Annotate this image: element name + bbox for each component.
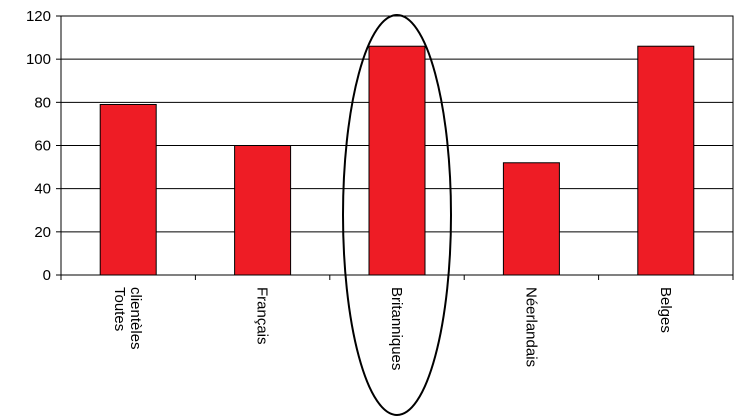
bar (637, 45, 695, 276)
x-category-label-line: Néerlandais (522, 287, 539, 367)
x-category-label: Belges (657, 287, 674, 333)
y-tick-label: 40 (34, 181, 51, 198)
x-category-label: Britanniques (388, 287, 405, 370)
highlight-ellipse (342, 14, 452, 416)
y-tick-label: 80 (34, 94, 51, 111)
bar (502, 162, 560, 276)
x-category-label: Français (254, 287, 271, 345)
y-tick-label: 20 (34, 224, 51, 241)
y-tick-label: 0 (43, 267, 51, 284)
bar (99, 103, 157, 276)
bar (234, 145, 292, 276)
x-category-label-line: clientèles (127, 287, 144, 350)
x-category-label: Néerlandais (522, 287, 539, 367)
x-category-label-line: Belges (657, 287, 674, 333)
x-axis: Toutesclientèles Français Britanniques Néer… (60, 275, 734, 370)
y-axis: 0 20 40 60 80 100 120 (26, 8, 61, 284)
y-tick-label: 60 (34, 138, 51, 155)
bar (368, 45, 426, 276)
y-tick-label: 120 (26, 8, 51, 25)
highlight-group (342, 14, 452, 416)
x-category-label: Toutesclientèles (111, 287, 144, 350)
x-category-label-line: Toutes (111, 287, 128, 331)
x-category-label-line: Français (254, 287, 271, 345)
y-tick-label: 100 (26, 51, 51, 68)
bars (99, 45, 695, 276)
x-category-label-line: Britanniques (388, 287, 405, 370)
